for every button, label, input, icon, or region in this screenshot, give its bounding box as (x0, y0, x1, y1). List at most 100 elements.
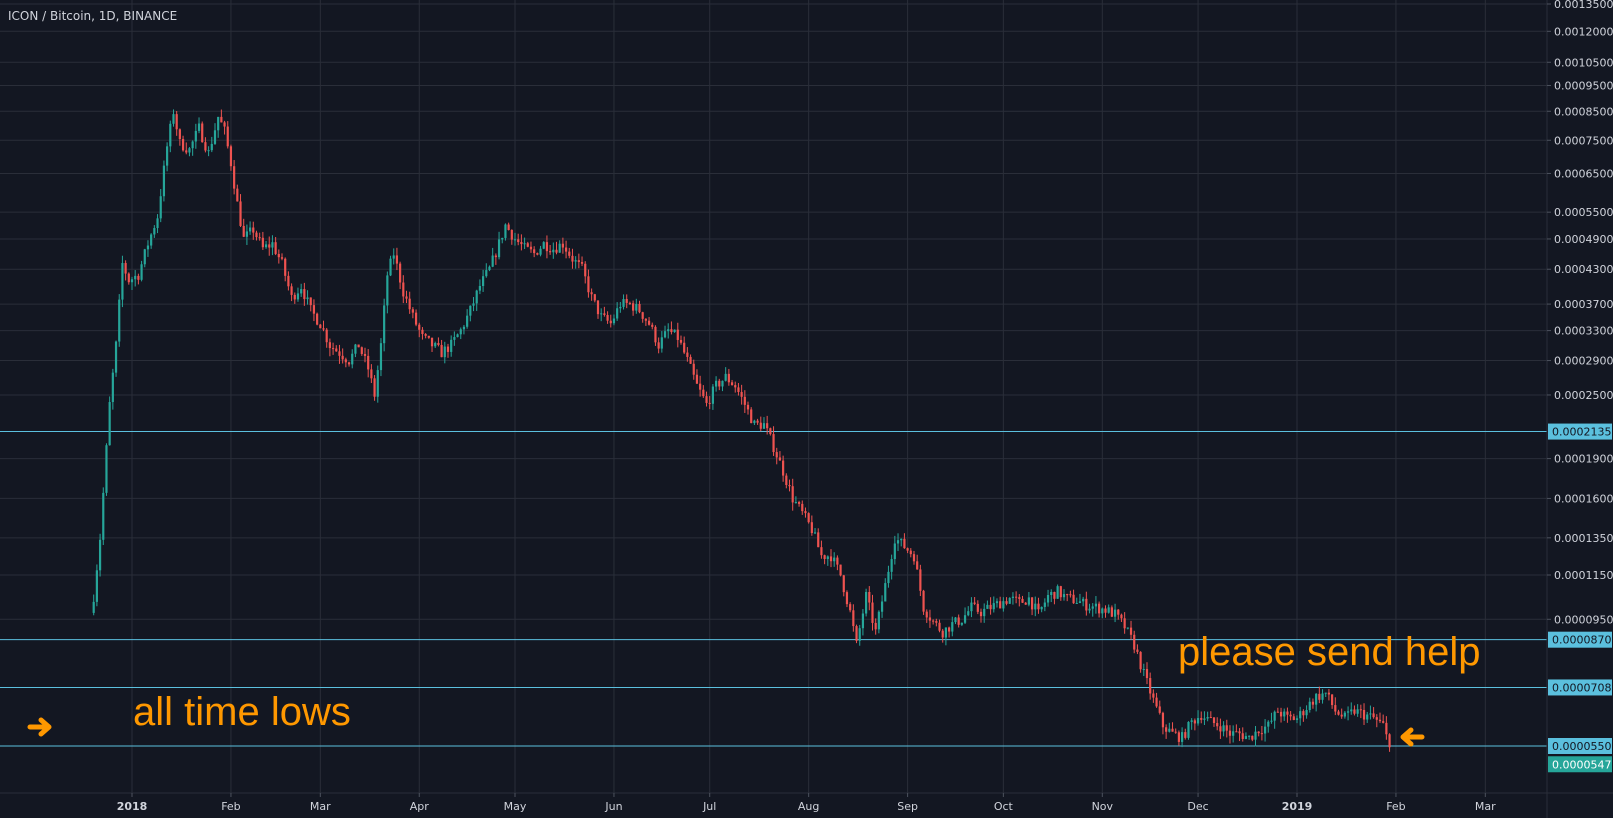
candle-body (1005, 601, 1008, 604)
candle-body (871, 602, 874, 623)
candle-body (414, 312, 418, 325)
candle-body (724, 373, 727, 381)
candle-body (494, 255, 497, 258)
candle-body (172, 114, 175, 124)
candle-body (590, 292, 593, 295)
arrow-left-icon (1400, 727, 1425, 747)
candle-body (140, 264, 143, 280)
candle-body (1388, 734, 1391, 748)
candle-body (1382, 721, 1385, 723)
candle-body (153, 228, 156, 235)
candle-body (1324, 692, 1327, 694)
candle-body (277, 253, 280, 258)
candle-body (737, 387, 740, 393)
candle-body (526, 243, 529, 247)
candle-body (134, 275, 137, 280)
candle-body (510, 229, 513, 240)
candle-body (169, 123, 172, 147)
candle-body (430, 337, 434, 347)
candle-body (95, 570, 98, 602)
candle-body (1184, 732, 1187, 738)
candle-body (1145, 669, 1149, 679)
candle-body (1375, 717, 1378, 720)
candle-body (328, 342, 331, 349)
candle-body (714, 380, 718, 387)
candle-body (1113, 609, 1117, 617)
candle-body (1273, 711, 1276, 721)
candle-body (1018, 597, 1021, 599)
candle-body (1168, 728, 1171, 732)
candle-body (354, 344, 357, 354)
candle-body (290, 286, 293, 295)
candle-body (322, 328, 325, 330)
price-level-label: 0.0002135 (1552, 426, 1612, 439)
candle-body (718, 380, 721, 387)
candle-body (312, 305, 316, 314)
candle-body (383, 305, 386, 344)
candle-body (711, 386, 715, 404)
candle-body (462, 326, 466, 330)
candle-body (1225, 725, 1228, 731)
candle-body (995, 601, 999, 604)
candle-body (967, 611, 970, 616)
candle-body (654, 326, 657, 343)
candle-body (1046, 595, 1050, 603)
candle-body (1327, 692, 1331, 695)
candle-body (708, 402, 711, 404)
candle-body (1206, 717, 1209, 719)
candle-body (491, 255, 494, 267)
price-level-label: 0.0000708 (1552, 681, 1612, 694)
candle-body (571, 255, 574, 262)
candle-body (676, 329, 679, 340)
candle-body (1203, 718, 1206, 720)
candle-body (1263, 726, 1267, 734)
annotation-arrows (27, 717, 1425, 747)
last-price-label-bg (1548, 756, 1612, 773)
candle-body (1270, 720, 1273, 722)
candle-body (1362, 709, 1366, 720)
candle-body (1155, 697, 1158, 707)
candle-body (1292, 716, 1295, 720)
candle-body (1286, 711, 1289, 715)
candle-body (992, 603, 995, 610)
candle-body (1101, 608, 1104, 614)
candle-body (143, 249, 146, 265)
candle-body (663, 331, 667, 338)
candle-body (852, 610, 855, 627)
candle-body (679, 339, 683, 343)
time-axis[interactable]: 2018 Feb Mar Apr May Jun Jul Aug Sep Oct Nov Dec 201… (117, 793, 1496, 813)
candle-body (1002, 601, 1005, 609)
candle-body (1350, 709, 1353, 712)
candle-body (788, 485, 791, 487)
candle-body (316, 313, 319, 325)
y-tick-label: 0.0005500 (1554, 206, 1613, 219)
candle-body (405, 296, 408, 299)
candle-body (552, 249, 555, 253)
candle-body (670, 329, 673, 333)
candle-body (695, 374, 699, 384)
x-tick-label: May (504, 800, 527, 813)
candle-body (603, 313, 606, 315)
candle-body (1212, 717, 1216, 724)
candle-body (370, 369, 373, 379)
candle-body (1091, 606, 1094, 609)
candle-body (1289, 714, 1292, 717)
candle-body (1174, 731, 1177, 733)
price-axis[interactable]: 0.0013500 0.0012000 0.0010500 0.0009500 0.00… (1547, 0, 1613, 626)
candle-body (1088, 608, 1091, 611)
candle-body (497, 239, 501, 258)
y-tick-label: 0.0002500 (1554, 389, 1613, 402)
price-level-label-bg (1548, 423, 1612, 440)
candle-body (1094, 603, 1098, 607)
candle-body (1104, 608, 1107, 613)
candle-body (574, 260, 577, 262)
candle-body (1136, 649, 1139, 652)
arrow-right-icon (27, 717, 52, 737)
candle-body (893, 543, 896, 560)
candle-body (389, 258, 392, 276)
candle-body (858, 628, 861, 641)
candle-body (156, 218, 159, 229)
candle-body (1244, 736, 1248, 739)
